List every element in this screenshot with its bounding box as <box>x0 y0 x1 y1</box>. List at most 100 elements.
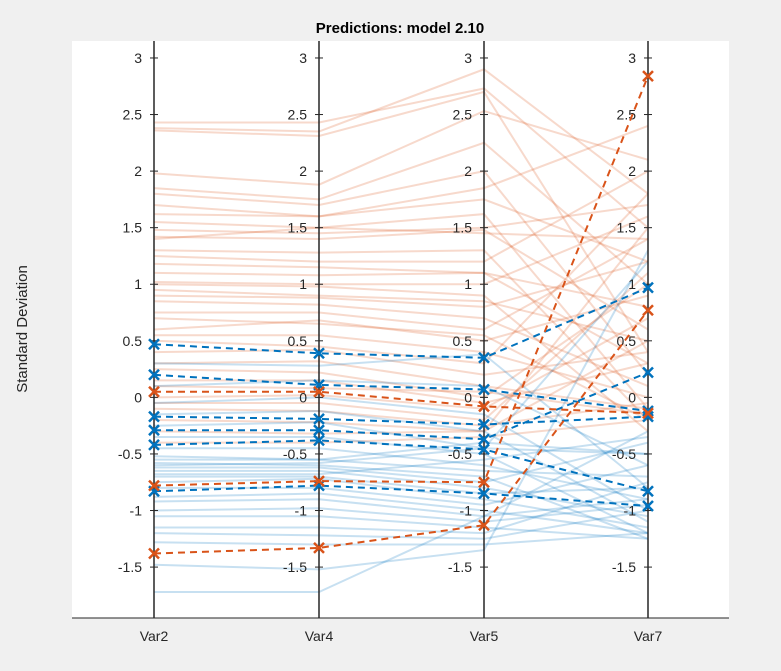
background-line-group1-0 <box>154 87 649 229</box>
y-axis-label: Standard Deviation <box>14 265 31 393</box>
background-line-group1-18 <box>153 288 649 342</box>
background-line-group2-52 <box>153 430 649 518</box>
highlighted-line-group2-4 <box>153 439 649 493</box>
y-tick-label: 1 <box>464 276 472 292</box>
y-tick-label: 0 <box>134 389 142 405</box>
background-line-group2-60 <box>154 441 649 461</box>
y-tick-label: 0 <box>464 389 472 405</box>
background-line-group1-15 <box>153 271 649 365</box>
data-marker <box>148 424 160 437</box>
background-line-group1-17 <box>153 283 649 433</box>
background-line-group1-7 <box>153 198 649 263</box>
background-line-group1-35 <box>153 227 649 435</box>
data-marker <box>642 410 654 423</box>
y-tick-label: 0.5 <box>288 333 308 349</box>
data-marker <box>148 547 160 560</box>
background-line-group1-4 <box>153 141 649 285</box>
y-tick-label: -0.5 <box>118 446 142 462</box>
highlighted-line-group2-5 <box>153 484 649 507</box>
background-line-group1-12 <box>153 249 649 421</box>
background-line-group2-57 <box>153 532 649 546</box>
background-line-group2-40 <box>153 409 649 523</box>
y-tick-label: 1 <box>628 276 636 292</box>
y-tick-label: -0.5 <box>448 446 472 462</box>
y-tick-label: -0.5 <box>283 446 307 462</box>
y-tick-label: 0.5 <box>123 333 143 349</box>
background-line-group1-22 <box>153 317 649 421</box>
background-line-group1-29 <box>154 362 649 405</box>
y-tick-label: 3 <box>299 50 307 66</box>
background-line-group1-6 <box>153 124 649 218</box>
background-line-group1-34 <box>153 339 649 433</box>
y-tick-label: 2 <box>628 163 636 179</box>
y-tick-label: 3 <box>464 50 472 66</box>
background-line-group1-10 <box>153 228 649 331</box>
y-tick-label: -1.5 <box>612 559 636 575</box>
background-line-group1-28 <box>153 283 649 399</box>
background-line-group1-26 <box>153 348 649 376</box>
background-line-group1-20 <box>153 300 649 388</box>
background-line-group1-33 <box>153 402 649 427</box>
background-line-group1-25 <box>153 193 649 365</box>
x-category-label-Var5: Var5 <box>470 628 499 644</box>
y-tick-label: 2 <box>299 163 307 179</box>
category-labels: Var2 Var4 Var5 Var7 <box>140 628 663 644</box>
data-marker <box>313 347 325 360</box>
data-marker <box>313 479 325 492</box>
background-line-group2-44 <box>153 455 649 478</box>
background-line-group2-48 <box>154 475 649 495</box>
y-tick-label: 1 <box>134 276 142 292</box>
x-category-label-Var4: Var4 <box>305 628 334 644</box>
background-lines <box>153 68 649 593</box>
y-tick-label: 1.5 <box>453 220 473 236</box>
background-line-group1-27 <box>153 360 649 410</box>
data-marker <box>313 541 325 554</box>
x-category-label-Var2: Var2 <box>140 628 169 644</box>
y-tick-label: -1 <box>624 503 637 519</box>
data-marker <box>478 433 490 446</box>
data-marker <box>478 383 490 396</box>
highlighted-line-group2-1 <box>153 373 649 412</box>
background-line-group2-53 <box>153 503 649 523</box>
data-marker <box>642 407 654 420</box>
data-marker <box>478 351 490 364</box>
y-tick-label: 0.5 <box>453 333 473 349</box>
background-line-group1-2 <box>153 90 649 353</box>
background-line-group1-9 <box>153 204 649 235</box>
background-line-group2-45 <box>153 462 649 540</box>
y-tick-label: -1 <box>460 503 473 519</box>
data-marker <box>148 368 160 381</box>
background-line-group1-31 <box>153 317 649 410</box>
y-tick-label: -1.5 <box>283 559 307 575</box>
x-category-label-Var7: Var7 <box>634 628 663 644</box>
background-line-group2-56 <box>153 509 649 540</box>
background-line-group2-47 <box>154 469 649 518</box>
background-line-group2-54 <box>154 515 649 540</box>
data-marker <box>478 487 490 500</box>
data-marker <box>148 385 160 398</box>
data-marker <box>478 400 490 413</box>
background-line-group1-36 <box>154 419 649 444</box>
y-tick-label: 1.5 <box>123 220 143 236</box>
y-tick-label: 1.5 <box>617 220 637 236</box>
data-marker <box>642 304 654 317</box>
y-tick-label: 0 <box>299 389 307 405</box>
background-line-group1-14 <box>153 262 649 308</box>
background-line-group2-38 <box>153 379 649 467</box>
background-line-group2-39 <box>153 396 649 512</box>
y-tick-label: 0 <box>628 389 636 405</box>
data-marker <box>148 338 160 351</box>
data-marker <box>642 500 654 512</box>
data-marker <box>642 485 654 498</box>
y-tick-label: -0.5 <box>612 446 636 462</box>
data-marker <box>148 479 160 492</box>
data-marker <box>313 434 325 447</box>
background-line-group1-1 <box>153 68 649 195</box>
highlighted-lines <box>148 70 654 560</box>
data-marker <box>313 412 325 425</box>
background-line-group2-42 <box>154 436 649 535</box>
background-line-group1-23 <box>153 294 649 342</box>
background-line-group1-30 <box>153 385 649 416</box>
y-tick-label: 1.5 <box>288 220 308 236</box>
